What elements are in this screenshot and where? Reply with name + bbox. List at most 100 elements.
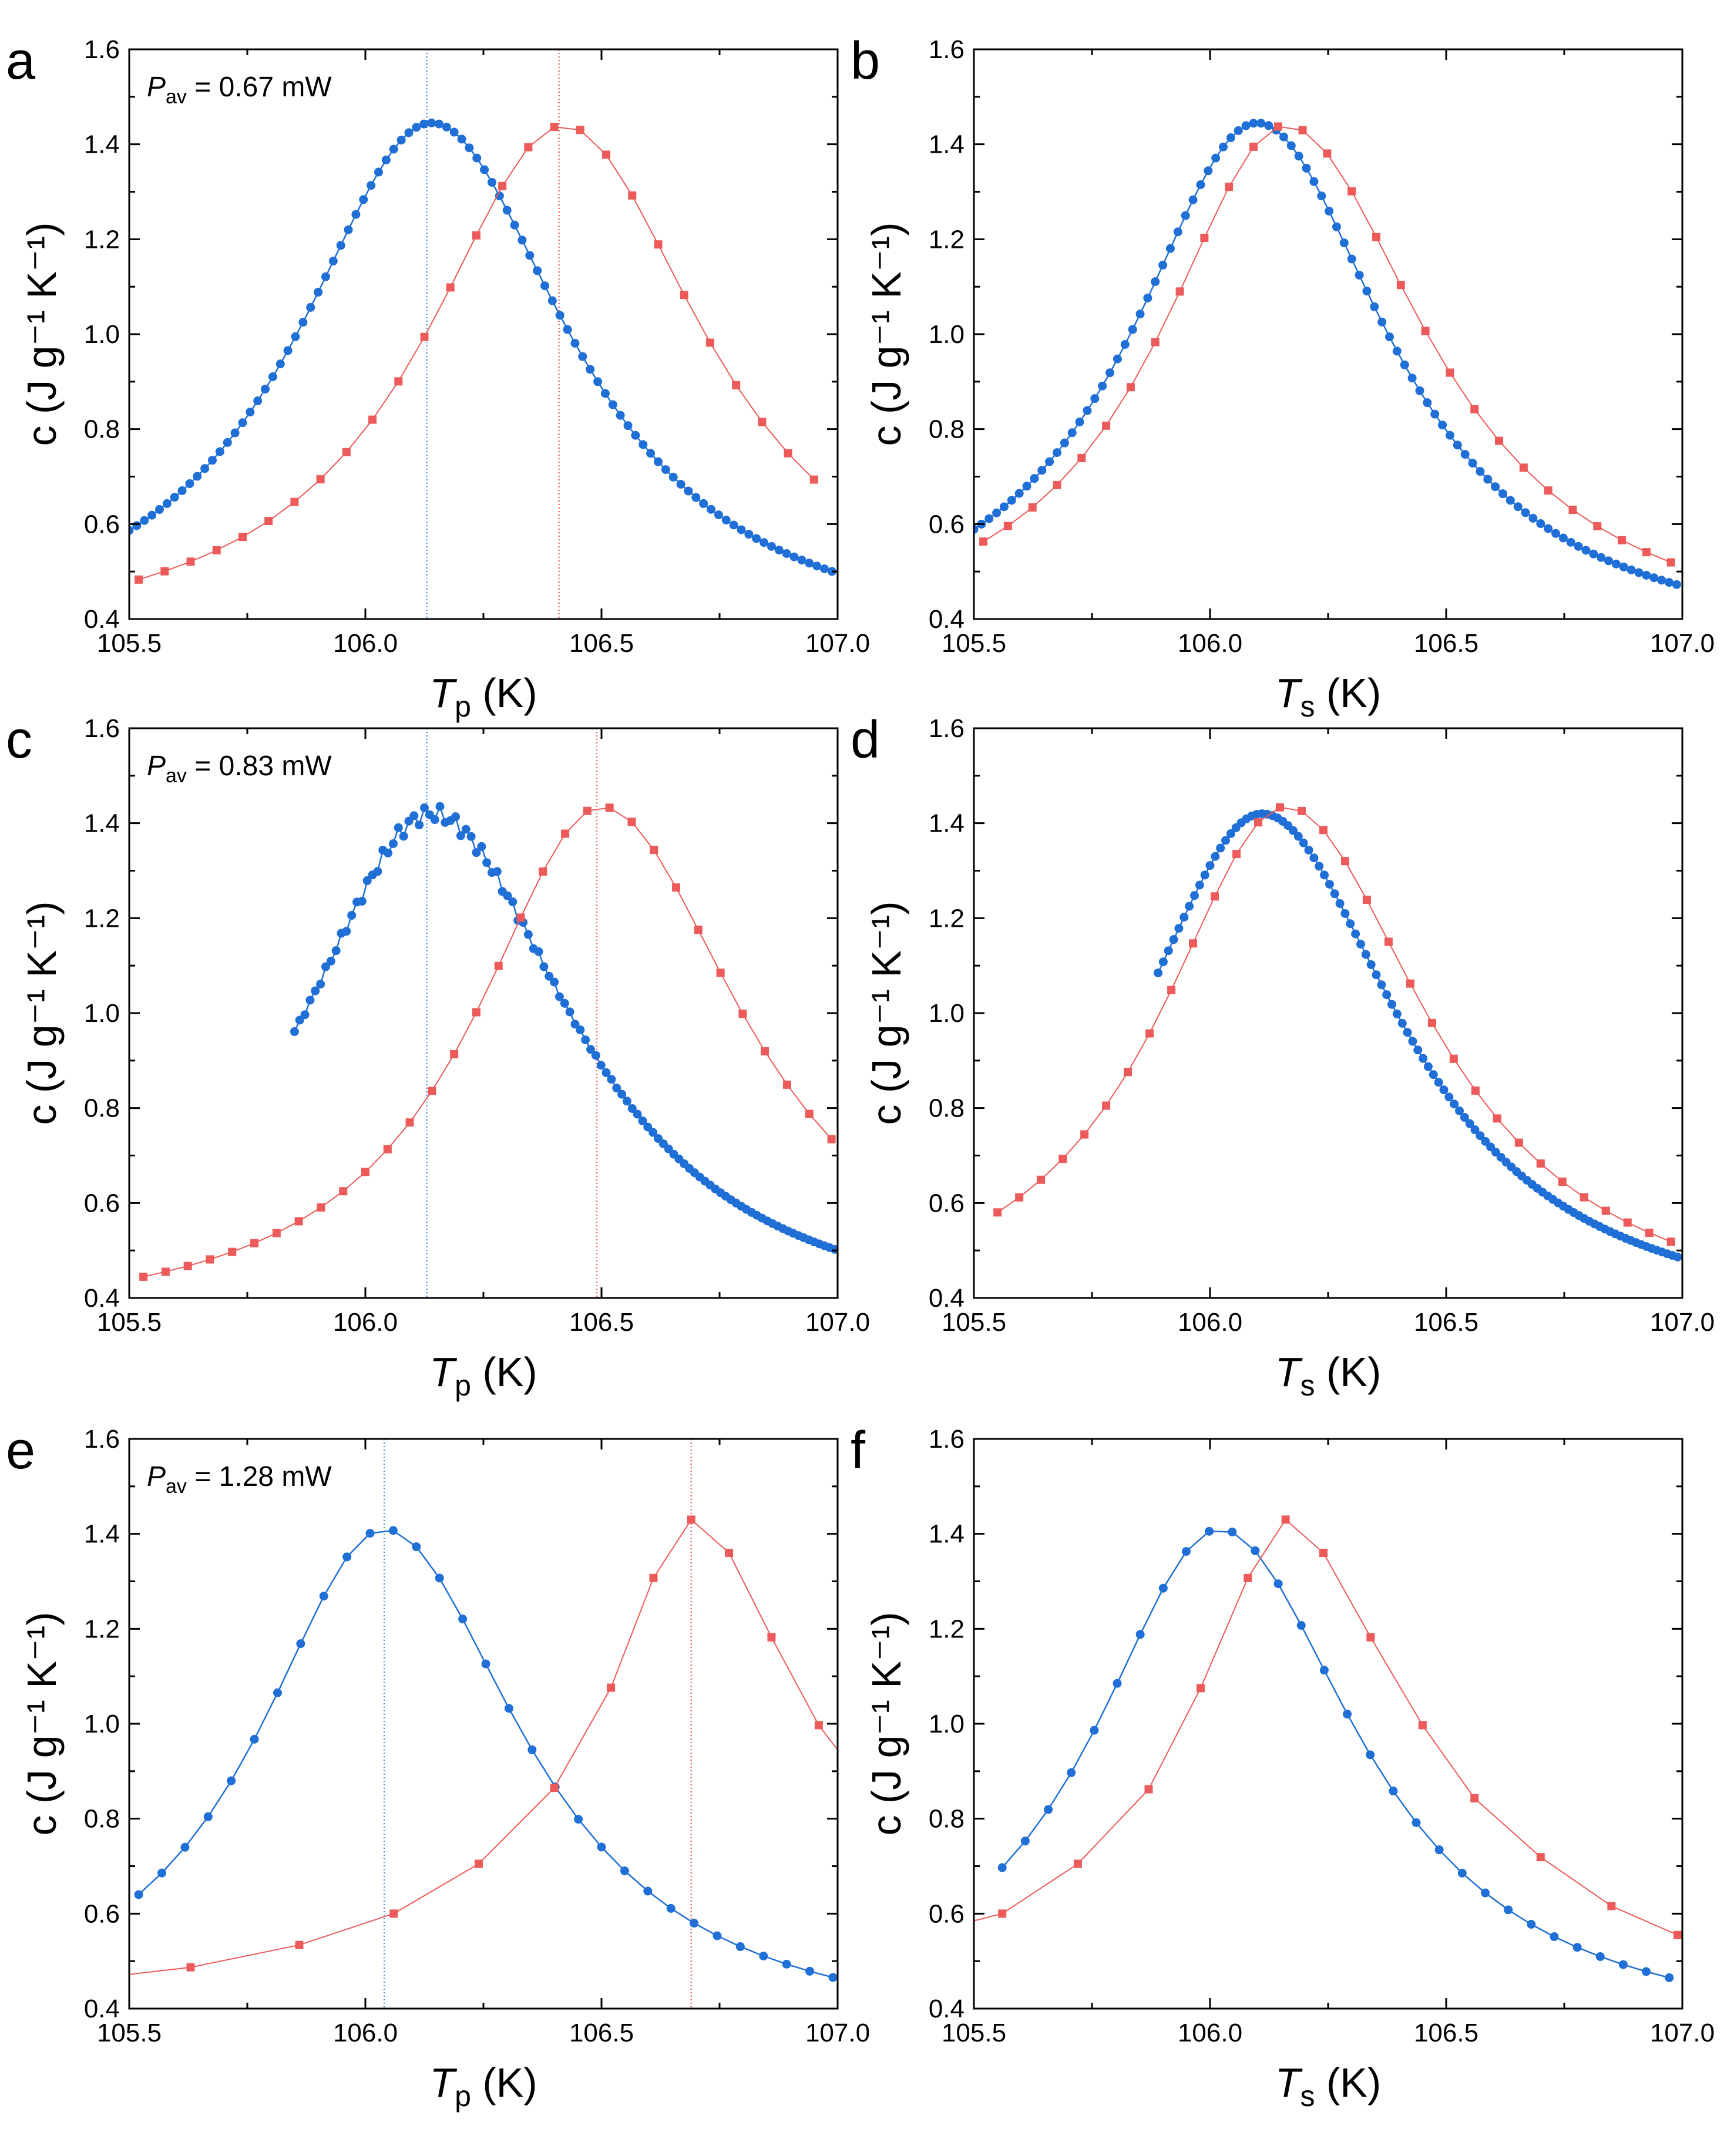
data-point-square	[1037, 1175, 1046, 1184]
data-point-circle	[1299, 838, 1308, 847]
data-point-circle	[830, 1245, 838, 1254]
y-axis-title: c (J g⁻¹ K⁻¹)	[863, 222, 909, 446]
annotation-symbol: P	[147, 72, 166, 103]
data-point-circle	[639, 440, 648, 449]
plot-data	[974, 1515, 1682, 1982]
data-point-square	[1175, 287, 1184, 296]
data-point-square	[1323, 149, 1332, 158]
y-tick-label: 1.4	[84, 1520, 120, 1549]
x-tick-label: 105.5	[942, 1308, 1006, 1337]
data-point-circle	[1330, 889, 1339, 899]
data-point-square	[1366, 1633, 1375, 1642]
data-point-circle	[465, 143, 474, 153]
data-point-circle	[1572, 1943, 1582, 1952]
data-point-circle	[1513, 502, 1523, 512]
data-point-circle	[1251, 1546, 1260, 1556]
data-point-circle	[1413, 1045, 1423, 1055]
data-point-square	[607, 1683, 616, 1692]
data-point-circle	[627, 1104, 637, 1113]
data-point-circle	[481, 1659, 490, 1669]
data-point-circle	[1014, 489, 1024, 498]
data-point-circle	[1030, 474, 1039, 483]
y-tick-label: 0.4	[84, 605, 120, 634]
x-tick-label: 106.0	[1178, 2019, 1242, 2047]
data-point-square	[272, 1229, 281, 1237]
data-point-circle	[974, 524, 979, 534]
data-point-square	[1151, 338, 1160, 347]
data-point-circle	[1521, 508, 1530, 517]
plot-frame	[128, 1438, 839, 2010]
data-point-circle	[596, 1061, 606, 1070]
data-point-circle	[1476, 467, 1485, 476]
data-point-circle	[1053, 448, 1062, 458]
data-point-square	[450, 1050, 459, 1058]
data-point-circle	[1450, 1099, 1459, 1109]
data-point-square	[186, 557, 195, 566]
data-point-circle	[449, 127, 459, 137]
data-point-square	[316, 475, 325, 484]
data-point-circle	[1309, 177, 1319, 186]
data-point-circle	[550, 977, 559, 987]
x-tick-label: 107.0	[805, 2019, 870, 2047]
data-point-circle	[129, 526, 134, 535]
data-point-square	[1053, 480, 1061, 489]
data-point-circle	[555, 311, 564, 320]
data-point-square	[472, 231, 480, 240]
x-axis-unit: (K)	[471, 2060, 537, 2105]
data-point-circle	[1022, 482, 1031, 491]
data-point-circle	[1597, 553, 1606, 562]
data-point-square	[784, 449, 792, 458]
power-annotation: Pav = 1.28 mW	[147, 1461, 332, 1498]
data-point-square	[428, 1087, 436, 1095]
y-tick-label: 1.0	[929, 1710, 965, 1738]
data-point-square	[295, 1940, 304, 1949]
data-point-circle	[578, 352, 587, 361]
data-point-circle	[1619, 562, 1628, 571]
plot-frame	[128, 48, 839, 620]
data-point-circle	[203, 1812, 213, 1821]
data-point-circle	[1361, 950, 1370, 959]
data-point-circle	[1165, 244, 1175, 253]
data-point-square	[1077, 453, 1086, 462]
data-point-square	[1493, 1114, 1501, 1123]
x-tick-label: 107.0	[805, 1308, 870, 1337]
data-point-square	[1003, 522, 1012, 530]
data-point-circle	[729, 520, 738, 530]
data-point-circle	[1480, 1888, 1490, 1898]
data-point-circle	[1400, 360, 1409, 369]
data-point-circle	[586, 1045, 596, 1054]
data-point-circle	[805, 1966, 815, 1976]
data-point-circle	[1595, 1952, 1605, 1961]
data-point-circle	[1385, 332, 1394, 342]
data-point-circle	[227, 1776, 236, 1785]
data-point-circle	[359, 195, 368, 204]
data-point-circle	[415, 820, 424, 830]
data-point-circle	[504, 1704, 513, 1713]
data-point-circle	[533, 266, 542, 275]
x-axis-title: Ts (K)	[1275, 2060, 1382, 2113]
data-point-circle	[1135, 1630, 1145, 1639]
data-point-square	[725, 1549, 734, 1557]
series-line-red	[143, 807, 832, 1277]
data-point-circle	[1419, 1054, 1428, 1063]
data-point-circle	[487, 177, 496, 187]
data-point-circle	[1174, 924, 1184, 933]
data-point-square	[732, 381, 741, 389]
data-point-circle	[1273, 1579, 1283, 1589]
data-point-circle	[1135, 310, 1145, 319]
data-point-circle	[362, 876, 372, 885]
data-point-circle	[1228, 1527, 1237, 1536]
series-line-red	[129, 1518, 838, 1975]
data-point-square	[383, 1145, 392, 1153]
data-point-square	[1645, 1229, 1654, 1237]
data-point-circle	[273, 1688, 282, 1697]
data-point-square	[1601, 1206, 1610, 1215]
data-point-square	[767, 1633, 776, 1642]
data-point-circle	[555, 992, 564, 1001]
data-point-circle	[735, 1942, 745, 1952]
data-point-circle	[305, 995, 315, 1005]
data-point-square	[474, 1859, 483, 1868]
data-point-circle	[1296, 1621, 1306, 1630]
data-point-square	[228, 1247, 237, 1256]
data-point-circle	[503, 891, 512, 900]
